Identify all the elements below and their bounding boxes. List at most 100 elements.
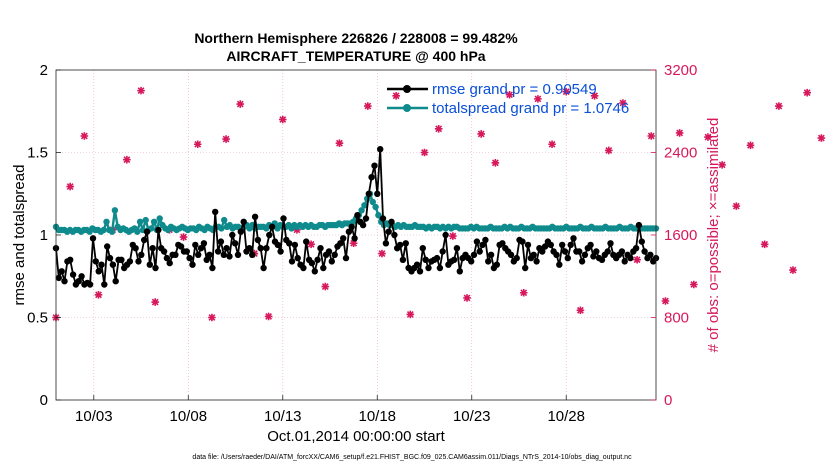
rmse-point [348, 223, 355, 230]
rmse-point [320, 264, 327, 272]
obs-count-marker [449, 232, 457, 240]
obs-count-marker [463, 294, 471, 302]
rmse-point [55, 274, 62, 282]
rmse-point [593, 248, 600, 255]
rmse-point [183, 248, 190, 255]
obs-count-marker [519, 288, 528, 297]
rmse-point [385, 228, 392, 235]
totalspread-point [361, 202, 368, 209]
rmse-point [621, 258, 628, 265]
obs-count-marker [689, 280, 698, 289]
obs-count-marker [364, 102, 372, 110]
rmse-point [371, 162, 378, 169]
rmse-point [396, 241, 404, 249]
rmse-point [604, 248, 611, 255]
rmse-point [576, 248, 583, 255]
rmse-point [263, 245, 270, 252]
rmse-point [530, 251, 537, 258]
totalspread-point [372, 203, 379, 211]
chart-subtitle: AIRCRAFT_TEMPERATURE @ 400 hPa [226, 48, 485, 64]
obs-count-marker [746, 141, 755, 150]
rmse-point [482, 236, 489, 244]
totalspread-point [111, 207, 119, 214]
rmse-point [217, 238, 225, 245]
rmse-point [547, 241, 554, 249]
rmse-point [254, 236, 262, 244]
rmse-point [391, 231, 398, 239]
rmse-point [331, 251, 338, 258]
rmse-point [141, 236, 148, 244]
obs-count-marker [137, 86, 145, 95]
totalspread-point [156, 215, 163, 222]
y-left-axis-label: rmse and totalspread [11, 165, 28, 306]
totalspread-point [142, 216, 149, 224]
rmse-point [160, 248, 168, 255]
chart-title: Northern Hemisphere 226826 / 228008 = 99… [194, 30, 518, 46]
obs-count-marker [562, 87, 571, 96]
obs-count-marker [661, 297, 670, 305]
x-axis-label: Oct.01,2014 00:00:00 start [267, 428, 445, 445]
rmse-point [641, 248, 648, 255]
rmse-point [61, 278, 68, 285]
y-right-tick-label: 3200 [664, 62, 697, 79]
rmse-point [416, 268, 424, 275]
obs-count-marker [307, 240, 315, 249]
obs-count-marker [193, 140, 202, 149]
rmse-point [231, 240, 239, 247]
obs-count-marker [718, 161, 726, 169]
rmse-point [374, 190, 381, 197]
rmse-point [186, 254, 193, 262]
rmse-point [499, 240, 506, 247]
rmse-point [476, 248, 483, 255]
legend-spread-marker [403, 104, 411, 112]
rmse-point [126, 258, 134, 265]
rmse-point [342, 254, 350, 262]
x-tick-label: 10/08 [170, 408, 208, 425]
totalspread-point [134, 228, 141, 235]
rmse-point [95, 268, 102, 275]
rmse-point [240, 218, 247, 225]
rmse-point [300, 264, 307, 272]
rmse-point [598, 256, 606, 263]
rmse-point [101, 281, 108, 288]
obs-count-marker [619, 99, 627, 107]
rmse-point [570, 235, 577, 242]
rmse-point [104, 243, 111, 250]
legend-rmse-marker [403, 85, 411, 93]
rmse-point [209, 264, 216, 272]
rmse-point [166, 259, 173, 267]
totalspread-series [52, 190, 660, 235]
rmse-point [246, 245, 253, 252]
rmse-point [365, 190, 372, 197]
y-left-tick-label: 0.5 [27, 310, 48, 327]
rmse-point [587, 241, 594, 249]
rmse-point [86, 281, 94, 288]
obs-count-marker [491, 159, 500, 167]
obs-count-marker [675, 129, 684, 137]
rmse-point [359, 221, 367, 229]
rmse-point [473, 238, 481, 245]
obs-count-marker [434, 124, 443, 133]
rmse-point [399, 256, 407, 263]
rmse-point [453, 245, 461, 252]
rmse-point [303, 238, 310, 245]
obs-count-marker [775, 102, 783, 110]
rmse-point [203, 256, 210, 263]
rmse-point [627, 254, 634, 262]
obs-count-marker [208, 313, 216, 322]
rmse-point [138, 251, 145, 258]
x-tick-label: 10/28 [547, 408, 585, 425]
obs-count-marker [477, 130, 485, 138]
rmse-point [362, 215, 370, 222]
rmse-point [75, 278, 82, 285]
rmse-point [317, 245, 324, 252]
rmse-point [422, 256, 429, 263]
obs-count-marker [151, 298, 160, 306]
rmse-point [351, 235, 358, 242]
obs-count-marker [760, 240, 769, 249]
rmse-point [200, 240, 208, 247]
x-tick-label: 10/23 [453, 408, 491, 425]
rmse-point [368, 174, 375, 181]
totalspread-point [103, 218, 110, 225]
y-left-tick-label: 1.5 [27, 145, 48, 162]
